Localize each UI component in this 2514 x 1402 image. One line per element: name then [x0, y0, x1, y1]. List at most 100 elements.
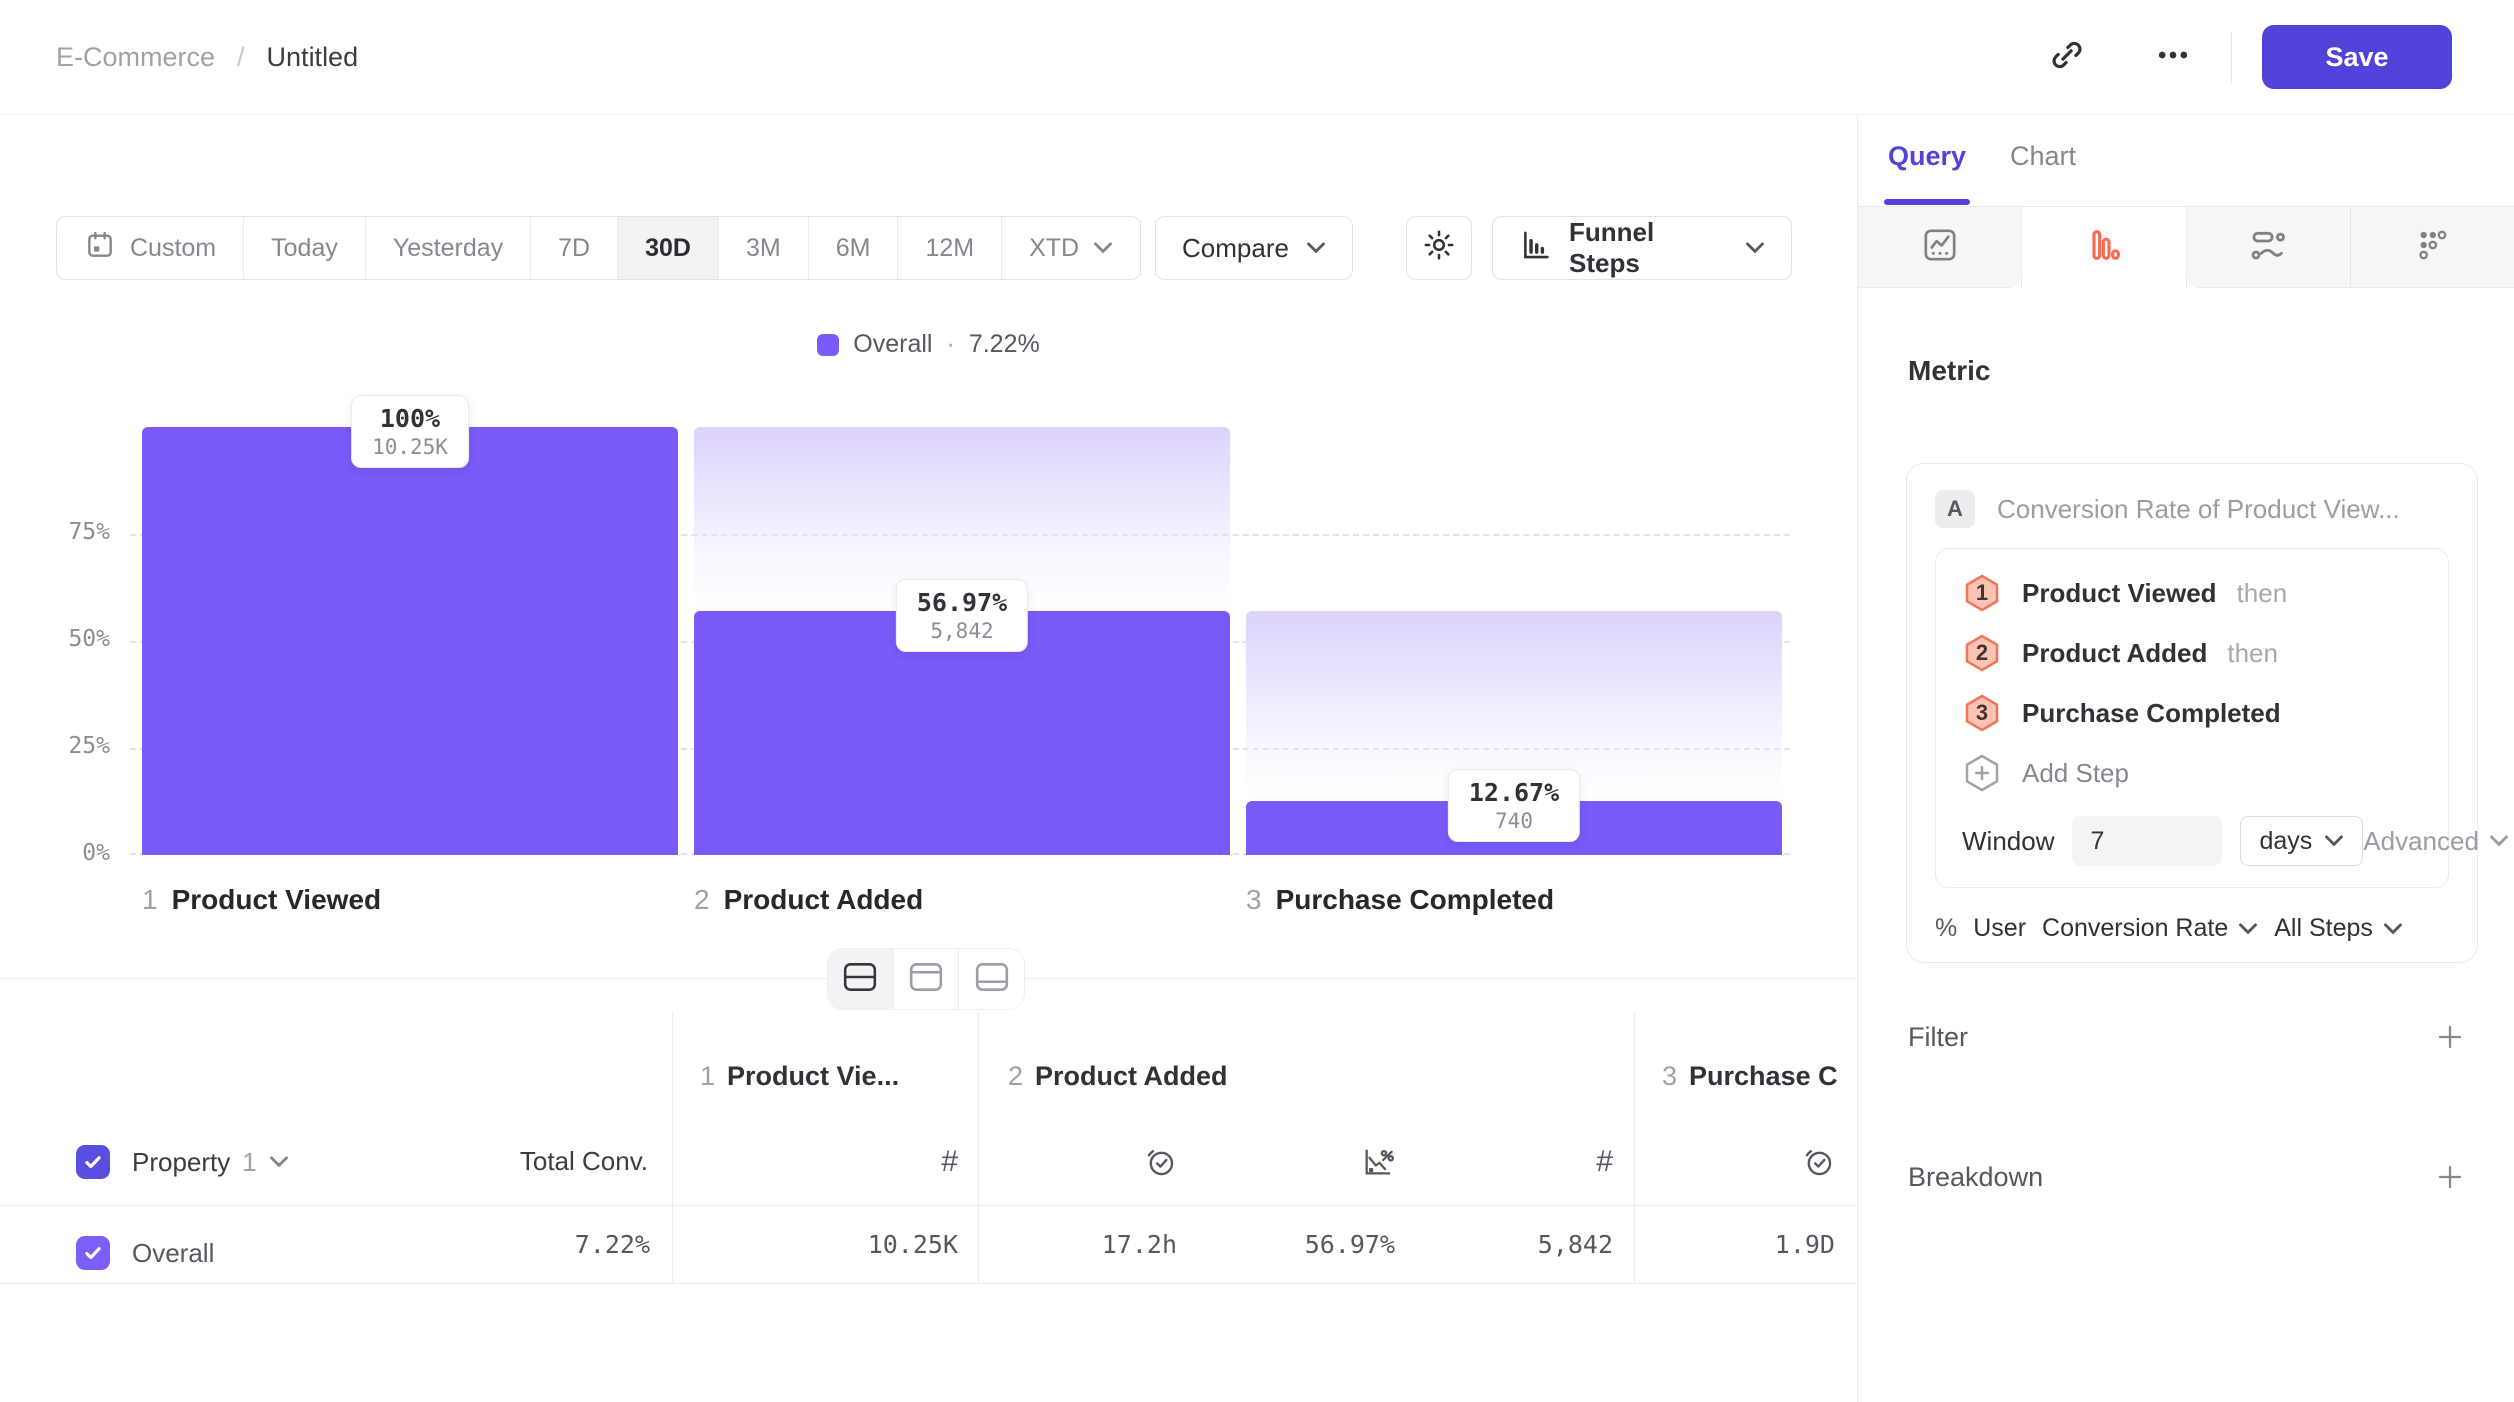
top-header: E-Commerce / Untitled Save	[0, 0, 2514, 115]
conversion-rate-metric-icon	[1325, 1140, 1395, 1184]
select-all-checkbox[interactable]	[76, 1145, 110, 1179]
total-conversion-column-header[interactable]: Total Conv.	[519, 1146, 648, 1176]
funnel-step-3[interactable]: 3 Purchase Completed	[1962, 691, 2422, 735]
chart-toolbar: Custom Today Yesterday 7D 30D 3M 6M 12M …	[0, 216, 1857, 280]
funnel-bar-step-1[interactable]: 100% 10.25K	[142, 395, 678, 855]
flow-chart-icon	[2248, 225, 2288, 270]
add-filter-button[interactable]	[2430, 1017, 2470, 1057]
date-range-custom[interactable]: Custom	[57, 217, 245, 279]
chart-type-funnel-tab[interactable]	[2021, 207, 2187, 288]
row-label: Overall	[132, 1237, 215, 1268]
chart-type-insights-tab[interactable]	[1858, 207, 2022, 288]
plus-icon	[2438, 1165, 2462, 1189]
chevron-down-icon	[2490, 835, 2508, 847]
tab-chart[interactable]: Chart	[2010, 141, 2077, 171]
window-label: Window	[1962, 825, 2055, 856]
chart-view-selector[interactable]: Funnel Steps	[1492, 216, 1792, 280]
cell-step1-count: 10.25K	[867, 1230, 958, 1259]
funnel-step-1[interactable]: 1 Product Viewed then	[1962, 571, 2422, 615]
measure-scope-dropdown[interactable]: All Steps	[2274, 914, 2403, 943]
date-range-12m[interactable]: 12M	[898, 217, 1003, 279]
date-range-6m[interactable]: 6M	[809, 217, 899, 279]
breakdown-section: Breakdown	[1908, 1150, 2470, 1204]
chart-legend-item[interactable]: Overall · 7.22%	[0, 330, 1857, 359]
data-row-border	[0, 1283, 1857, 1284]
property-column-header[interactable]: Property 1	[132, 1147, 289, 1178]
cell-total-conversion: 7.22%	[574, 1230, 650, 1259]
layout-bottom-panel-button[interactable]	[959, 949, 1024, 1009]
header-row-border	[0, 1205, 1857, 1206]
table-step-3-header[interactable]: 3 Purchase C	[1662, 1060, 1838, 1091]
date-range-7d[interactable]: 7D	[531, 217, 619, 279]
compare-button[interactable]: Compare	[1155, 216, 1353, 280]
gridline	[130, 534, 1790, 536]
layout-split-view-button[interactable]	[828, 949, 894, 1009]
cell-step3-time: 1.9D	[1774, 1230, 1835, 1259]
share-link-button[interactable]	[2035, 25, 2099, 89]
metric-section-heading: Metric	[1908, 355, 1991, 386]
advanced-options-toggle[interactable]: Advanced	[2363, 826, 2509, 857]
y-axis-tick: 75%	[68, 519, 110, 545]
link-icon	[2047, 35, 2087, 80]
chart-type-tabs	[1858, 206, 2514, 288]
funnel-chart: 75% 50% 25% 0% 100% 10.25K 56.97% 5,842 …	[68, 395, 1790, 866]
breakdown-heading: Breakdown	[1908, 1161, 2044, 1192]
funnel-step-2[interactable]: 2 Product Added then	[1962, 631, 2422, 675]
insights-chart-icon	[1920, 225, 1960, 270]
gear-icon	[1421, 227, 1457, 270]
breadcrumb: E-Commerce / Untitled	[56, 42, 358, 73]
active-tab-indicator	[1884, 199, 1970, 205]
ellipsis-icon	[2153, 35, 2193, 80]
funnel-bars-icon	[2084, 225, 2124, 270]
calendar-icon	[84, 229, 116, 268]
header-divider	[2231, 31, 2232, 83]
date-range-yesterday[interactable]: Yesterday	[366, 217, 532, 279]
chart-type-flow-tab[interactable]	[2186, 207, 2350, 288]
measure-entity[interactable]: User	[1973, 914, 2027, 942]
filter-heading: Filter	[1908, 1021, 1968, 1052]
add-breakdown-button[interactable]	[2430, 1157, 2470, 1197]
funnel-bar-step-2[interactable]: 56.97% 5,842	[694, 427, 1230, 855]
cell-step2-conversion: 56.97%	[1304, 1230, 1395, 1259]
step-number-hexagon-icon: 2	[1962, 633, 2002, 673]
chart-settings-button[interactable]	[1406, 216, 1472, 280]
table-step-1-header[interactable]: 1 Product Vie...	[700, 1060, 900, 1091]
date-range-xtd[interactable]: XTD	[1002, 217, 1140, 279]
date-range-today[interactable]: Today	[244, 217, 366, 279]
bar-value-tooltip: 12.67% 740	[1447, 768, 1581, 842]
more-options-button[interactable]	[2141, 25, 2205, 89]
retention-grid-icon	[2412, 225, 2452, 270]
funnel-steps-card: 1 Product Viewed then 2 Product Added th…	[1935, 548, 2508, 888]
measurement-row: % User Conversion Rate All Steps	[1935, 914, 2449, 943]
window-value-input[interactable]	[2072, 816, 2223, 866]
chevron-down-icon	[1746, 242, 1764, 254]
breadcrumb-separator: /	[237, 41, 245, 72]
metric-title: Conversion Rate of Product View...	[1997, 493, 2400, 524]
metric-title-row[interactable]: A Conversion Rate of Product View...	[1935, 490, 2449, 528]
plus-icon	[2438, 1025, 2462, 1049]
window-unit-select[interactable]: days	[2240, 816, 2364, 866]
step-number-hexagon-icon: 1	[1962, 573, 2002, 613]
tab-query[interactable]: Query	[1888, 141, 1967, 171]
breadcrumb-parent[interactable]: E-Commerce	[56, 41, 216, 72]
save-button[interactable]: Save	[2262, 25, 2452, 89]
y-axis-tick: 0%	[82, 840, 110, 866]
breadcrumb-current-title[interactable]: Untitled	[266, 41, 359, 72]
percent-symbol: %	[1935, 914, 1958, 942]
filter-section: Filter	[1908, 1010, 2470, 1064]
top-panel-icon	[908, 961, 944, 998]
date-range-30d[interactable]: 30D	[618, 217, 719, 279]
table-step-2-header[interactable]: 2 Product Added	[1008, 1060, 1228, 1091]
legend-series-value: 7.22%	[968, 330, 1040, 358]
layout-top-panel-button[interactable]	[894, 949, 960, 1009]
add-step-button[interactable]: Add Step	[1962, 751, 2422, 795]
bottom-panel-icon	[974, 961, 1010, 998]
measure-type-dropdown[interactable]: Conversion Rate	[2042, 914, 2258, 943]
row-checkbox[interactable]	[76, 1236, 110, 1270]
chart-type-retention-tab[interactable]	[2349, 207, 2514, 288]
time-to-convert-icon	[1107, 1140, 1177, 1184]
query-sidebar: Query Chart	[1857, 115, 2514, 1402]
date-range-3m[interactable]: 3M	[719, 217, 809, 279]
legend-swatch	[817, 333, 840, 356]
chevron-down-icon	[269, 1156, 288, 1168]
